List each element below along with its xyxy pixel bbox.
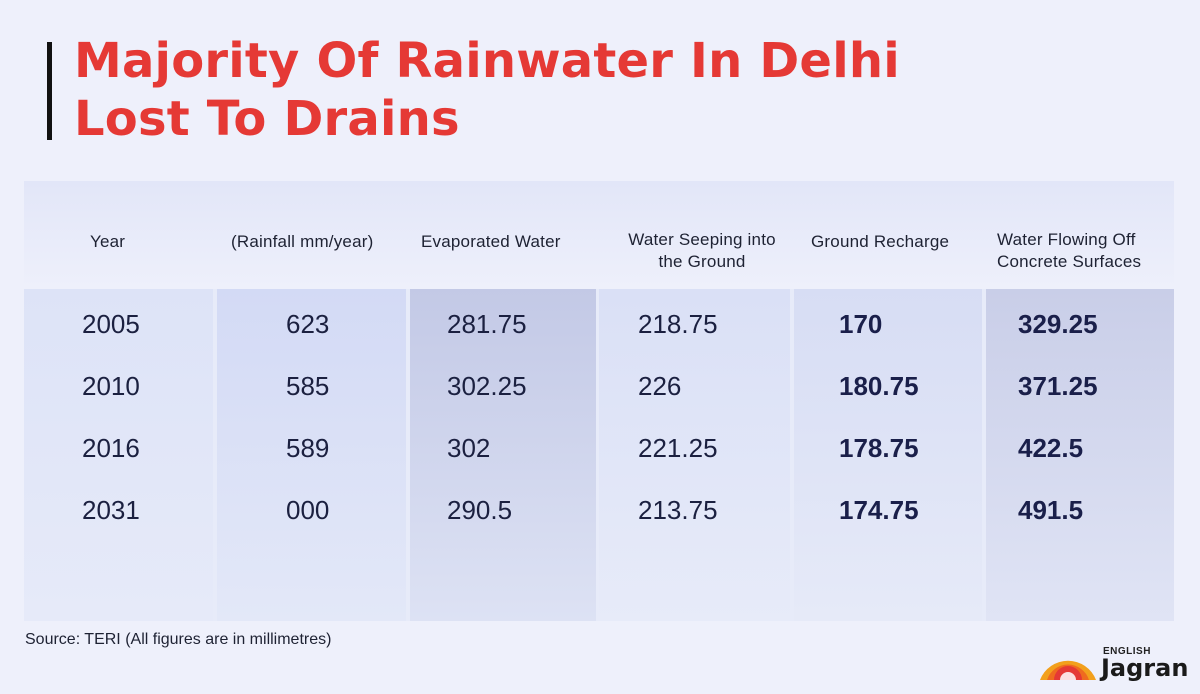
table-cell: 2031 [82,495,140,525]
table-cell: 213.75 [638,495,718,525]
logo-jagran-label: Jagran [1101,654,1189,682]
column-header-line: Ground Recharge [811,232,950,251]
column-bg-6 [986,289,1174,621]
table-cell: 226 [638,371,682,401]
table-cell: 623 [286,309,330,339]
column-bg-1 [24,289,213,621]
table-cell: 178.75 [839,433,919,463]
column-header-line: Water Flowing Off [997,230,1136,249]
column-header-6: Water Flowing Off Concrete Surfaces [997,229,1177,273]
column-bg-4 [599,289,790,621]
logo-english-label: ENGLISH [1103,646,1151,657]
table-cell: 281.75 [447,309,527,339]
column-header-2: (Rainfall mm/year) [231,231,421,253]
column-header-1: Year [90,231,170,253]
title-accent-bar [47,42,52,140]
table-cell: 2005 [82,309,140,339]
column-header-line: Year [90,232,126,251]
page-title: Majority Of Rainwater In Delhi Lost To D… [74,32,1074,148]
column-header-3: Evaporated Water [421,231,601,253]
title-line-1: Majority Of Rainwater In Delhi [74,33,900,89]
table-cell: 2010 [82,371,140,401]
table-cell: 491.5 [1018,495,1084,525]
jagran-logo-icon [1040,660,1096,680]
table-cell: 2016 [82,433,140,463]
table-cell: 302.25 [447,371,527,401]
table-cell: 290.5 [447,495,513,525]
table-cell: 218.75 [638,309,718,339]
column-header-line: (Rainfall mm/year) [231,232,374,251]
table-cell: 170 [839,309,883,339]
table-cell: 174.75 [839,495,919,525]
source-note: Source: TERI (All figures are in millime… [25,631,332,648]
column-header-line: Concrete Surfaces [997,252,1142,271]
column-header-line: the Ground [658,252,746,271]
data-table: Year (Rainfall mm/year) Evaporated Water Wa… [24,181,1174,621]
column-header-4: Water Seeping into the Ground [612,229,792,273]
column-bg-3 [410,289,596,621]
column-bg-5 [794,289,982,621]
table-cell: 302 [447,433,491,463]
header-band [24,181,1174,289]
column-header-5: Ground Recharge [811,231,981,253]
table-cell: 422.5 [1018,433,1084,463]
column-bg-2 [217,289,406,621]
table-cell: 371.25 [1018,371,1098,401]
table-cell: 585 [286,371,330,401]
table-cell: 329.25 [1018,309,1098,339]
column-header-line: Water Seeping into [628,230,776,249]
column-header-line: Evaporated Water [421,232,561,251]
table-cell: 221.25 [638,433,718,463]
table-cell: 589 [286,433,330,463]
table-cell: 000 [286,495,330,525]
table-cell: 180.75 [839,371,919,401]
title-line-2: Lost To Drains [74,91,460,147]
